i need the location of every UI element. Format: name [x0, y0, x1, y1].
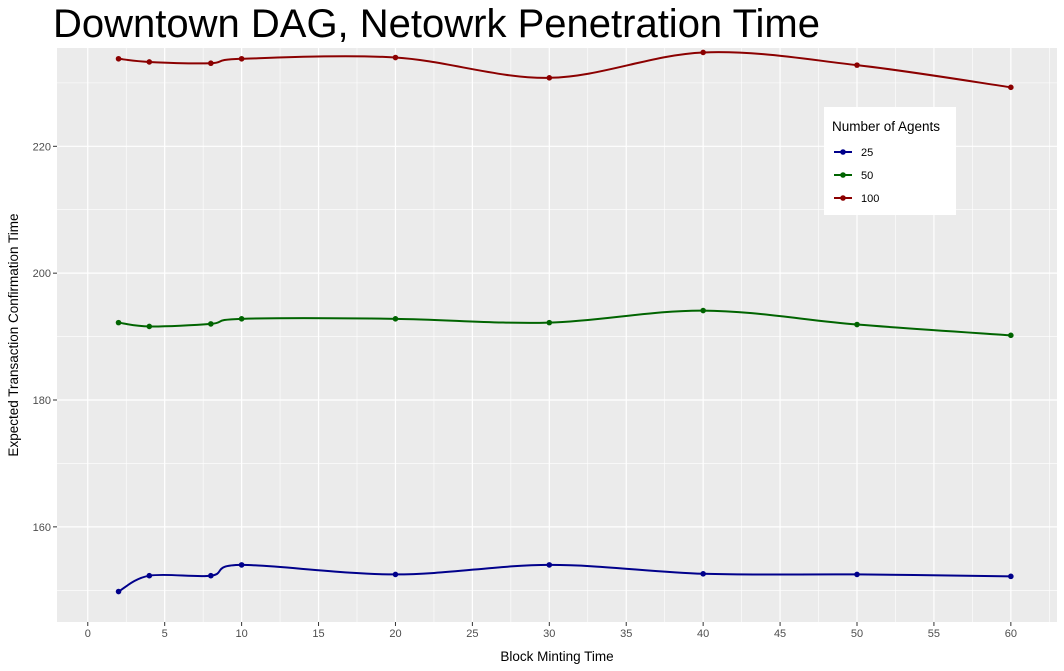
series-50-point [146, 323, 153, 330]
legend-key-point [840, 195, 846, 201]
series-100-point [208, 60, 214, 67]
chart-title: Downtown DAG, Netowrk Penetration Time [53, 2, 820, 46]
legend-item-25: 25 [834, 147, 873, 159]
series-50-point [700, 307, 706, 314]
y-tick-label: 180 [33, 395, 51, 407]
x-tick-label: 35 [620, 628, 632, 640]
series-100-point [1008, 84, 1014, 91]
legend-label: 100 [861, 193, 879, 205]
series-50-point [238, 316, 245, 322]
series-50-point [208, 321, 214, 327]
y-axis: 160 180 200 220 [33, 141, 57, 534]
y-tick-label: 220 [33, 141, 51, 153]
series-100-point [700, 49, 706, 56]
x-tick-label: 25 [466, 628, 478, 640]
x-tick-label: 55 [928, 628, 940, 640]
y-axis-title: Expected Transaction Confirmation Time [6, 213, 21, 456]
legend-label: 25 [861, 147, 873, 159]
series-25-point [392, 571, 399, 578]
x-tick-label: 45 [774, 628, 786, 640]
series-50-point [854, 321, 860, 328]
x-tick-label: 15 [312, 628, 324, 640]
series-25 [115, 562, 1014, 595]
series-100-point [238, 55, 245, 62]
series-25-point [1008, 573, 1014, 580]
legend-items: 25 50 100 [834, 147, 879, 205]
legend-key-point [840, 172, 846, 178]
series-50-line [118, 309, 1011, 337]
series-50 [115, 307, 1014, 339]
x-tick-label: 20 [389, 628, 401, 640]
legend-item-100: 100 [834, 193, 879, 205]
x-axis: 0 5 10 15 20 25 30 35 40 45 50 55 60 [85, 622, 1017, 640]
x-tick-label: 40 [697, 628, 709, 640]
series-25-point [238, 562, 245, 568]
series-50-point [392, 316, 399, 322]
series-100-point [146, 59, 153, 65]
legend-title: Number of Agents [832, 119, 940, 134]
series-100 [115, 49, 1014, 91]
series-25-point [208, 572, 214, 579]
series-25-point [700, 570, 706, 577]
series-50-point [115, 319, 122, 326]
legend-key-point [840, 149, 846, 155]
x-tick-label: 60 [1005, 628, 1017, 640]
x-tick-label: 5 [162, 628, 168, 640]
x-tick-label: 0 [85, 628, 91, 640]
series-100-line [118, 51, 1011, 89]
series-25-point [115, 588, 122, 595]
x-tick-label: 10 [235, 628, 247, 640]
y-tick-label: 160 [33, 522, 51, 534]
series-100-point [854, 62, 860, 68]
x-tick-label: 50 [851, 628, 863, 640]
series-100-point [546, 75, 553, 81]
series-25-line [118, 563, 1011, 593]
series-100-point [392, 54, 399, 61]
y-tick-label: 200 [33, 268, 51, 280]
x-tick-label: 30 [543, 628, 555, 640]
series-25-point [146, 572, 153, 579]
legend: Number of Agents 25 50 100 [824, 107, 956, 215]
series-50-point [1008, 332, 1014, 339]
series-100-point [115, 55, 122, 62]
series-layer [115, 49, 1014, 595]
series-25-point [854, 571, 860, 578]
legend-label: 50 [861, 170, 873, 182]
legend-item-50: 50 [834, 170, 873, 182]
series-25-point [546, 562, 553, 568]
series-50-point [546, 319, 553, 326]
x-axis-title: Block Minting Time [500, 649, 613, 664]
